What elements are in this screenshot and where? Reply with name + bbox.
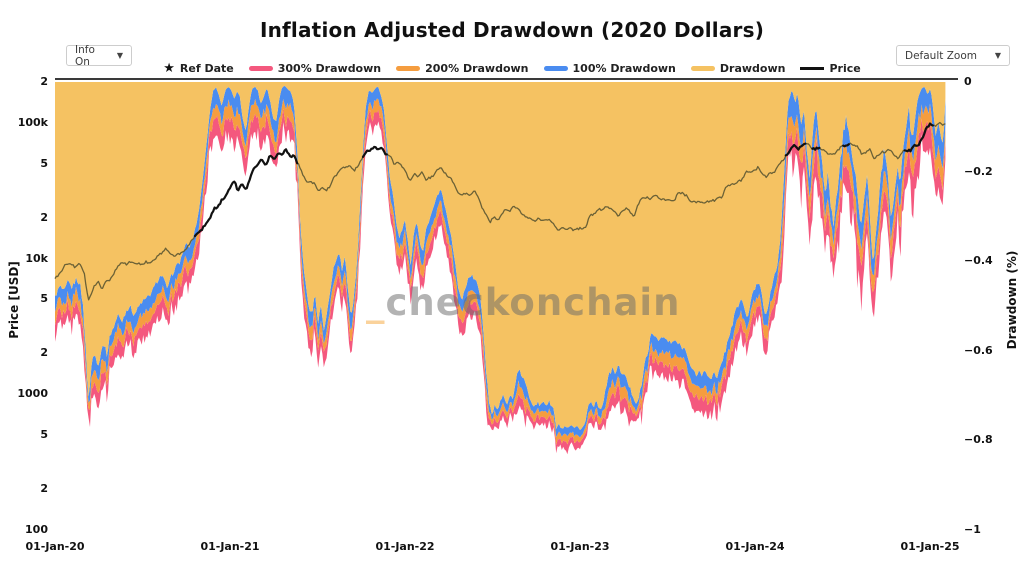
x-tick-label: 01-Jan-24 (725, 540, 785, 553)
x-tick-label: 01-Jan-21 (200, 540, 260, 553)
y-left-tick-label: 2 (40, 346, 48, 360)
x-tick-label: 01-Jan-22 (375, 540, 435, 553)
y-left-tick-label: 2 (40, 75, 48, 88)
y-left-tick-label: 5 (40, 292, 48, 306)
chevron-down-icon: ▼ (116, 51, 123, 60)
legend-item-200-drawdown[interactable]: 200% Drawdown (396, 62, 529, 75)
y-right-tick-label: −0.8 (964, 433, 993, 447)
legend-swatch-100 (543, 66, 568, 71)
y-left-tick-label: 2 (40, 210, 48, 224)
x-tick-label: 01-Jan-20 (25, 540, 85, 553)
page-title: Inflation Adjusted Drawdown (2020 Dollar… (259, 18, 765, 42)
legend-label: Drawdown (719, 62, 786, 75)
zoom-dropdown-button[interactable]: Default Zoom ▼ (896, 45, 1010, 66)
zoom-dropdown-label: Default Zoom (905, 49, 977, 62)
y-left-tick-label: 100 (25, 523, 48, 536)
info-dropdown-label: Info On (75, 43, 95, 68)
legend-swatch-price (800, 67, 825, 70)
y-left-tick-label: 10k (25, 251, 48, 265)
legend-label: Price (829, 62, 861, 75)
y-left-tick-label: 2 (40, 482, 48, 496)
legend-swatch-300 (248, 66, 273, 71)
chevron-down-icon: ▼ (994, 51, 1001, 60)
legend-label: Ref Date (179, 62, 234, 75)
x-tick-label: 01-Jan-23 (550, 540, 610, 553)
y-right-tick-label: 0 (964, 75, 972, 88)
legend-item-ref-date[interactable]: ★ Ref Date (163, 60, 234, 76)
legend-item-price[interactable]: Price (800, 62, 861, 75)
y-left-tick-label: 5 (40, 156, 48, 170)
legend-label: 100% Drawdown (572, 62, 676, 75)
x-tick-label: 01-Jan-25 (900, 540, 960, 553)
legend: ★ Ref Date 300% Drawdown 200% Drawdown 1… (0, 60, 1024, 76)
legend-swatch-200 (396, 66, 421, 71)
legend-item-drawdown[interactable]: Drawdown (690, 62, 786, 75)
y-left-tick-label: 5 (40, 428, 48, 442)
y-left-tick-label: 1000 (17, 387, 48, 401)
info-dropdown-button[interactable]: Info On ▼ (66, 43, 132, 68)
legend-label: 300% Drawdown (277, 62, 382, 75)
y-left-tick-label: 100k (17, 115, 48, 129)
legend-item-100-drawdown[interactable]: 100% Drawdown (543, 62, 676, 75)
y-right-tick-label: −1 (964, 523, 981, 536)
star-icon: ★ (163, 60, 175, 76)
legend-item-300-drawdown[interactable]: 300% Drawdown (248, 62, 382, 75)
y-right-tick-label: −0.2 (964, 164, 993, 178)
y-right-tick-label: −0.4 (964, 254, 993, 268)
y-right-tick-label: −0.6 (964, 343, 993, 357)
legend-swatch-drawdown (690, 66, 715, 71)
legend-label: 200% Drawdown (425, 62, 529, 75)
